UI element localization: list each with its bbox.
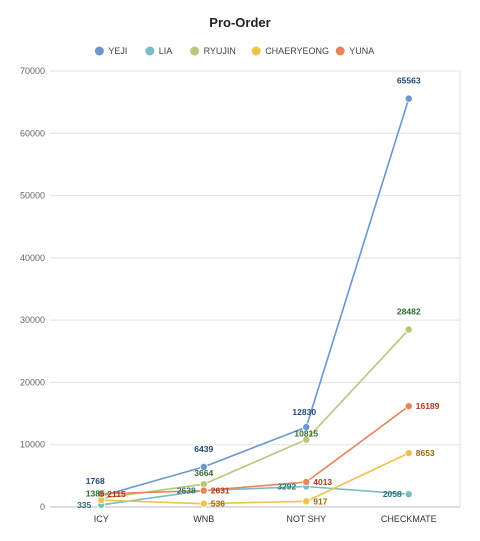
y-tick-label: 40000 xyxy=(20,253,45,263)
data-point-yuna xyxy=(404,402,413,411)
data-labels: 1768 6439 12830 65563 335 2638 3292 2058 1385 366… xyxy=(77,76,440,510)
y-tick-label: 70000 xyxy=(20,66,45,76)
data-point-chaeryeong xyxy=(302,497,311,506)
y-axis: 0 10000 20000 30000 40000 50000 60000 70000 xyxy=(20,66,45,512)
data-label-chaeryeong: 917 xyxy=(313,496,327,506)
data-point-yeji xyxy=(404,94,413,103)
y-tick-label: 60000 xyxy=(20,128,45,138)
series-line-yuna xyxy=(101,405,410,495)
data-label-chaeryeong: 8653 xyxy=(416,448,435,458)
legend-label-ryujin: RYUJIN xyxy=(204,46,236,56)
data-label-ryujin: 10815 xyxy=(294,429,318,439)
legend-marker-lia xyxy=(145,46,155,56)
series-line-ryujin xyxy=(101,329,410,500)
series-line-lia xyxy=(101,485,409,506)
legend-label-yeji: YEJI xyxy=(108,46,127,56)
data-point-chaeryeong xyxy=(199,499,208,508)
data-label-ryujin: 1385 xyxy=(86,488,105,498)
legend-label-lia: LIA xyxy=(159,46,173,56)
series-group xyxy=(97,94,413,509)
legend-marker-ryujin xyxy=(190,46,200,56)
data-label-yuna: 16189 xyxy=(416,401,440,411)
y-tick-label: 10000 xyxy=(20,440,45,450)
y-tick-label: 50000 xyxy=(20,191,45,201)
grid xyxy=(50,70,461,508)
data-label-yeji: 1768 xyxy=(86,476,105,486)
data-label-yuna: 2631 xyxy=(211,486,230,496)
x-axis: ICY WNB NOT SHY CHECKMATE xyxy=(94,514,437,524)
data-label-lia: 2638 xyxy=(177,486,196,496)
x-tick-label: ICY xyxy=(94,514,109,524)
y-tick-label: 0 xyxy=(40,502,45,512)
legend-label-chaeryeong: CHAERYEONG xyxy=(265,46,329,56)
data-point-yeji xyxy=(302,423,311,432)
data-label-yeji: 12830 xyxy=(292,407,316,417)
data-label-yuna: 2115 xyxy=(107,489,126,499)
data-point-ryujin xyxy=(404,325,413,334)
legend-marker-yeji xyxy=(94,46,104,56)
legend-marker-chaeryeong xyxy=(251,46,261,56)
x-tick-label: CHECKMATE xyxy=(381,514,437,524)
legend-marker-yuna xyxy=(335,46,345,56)
x-tick-label: WNB xyxy=(193,514,214,524)
data-label-lia: 3292 xyxy=(277,481,296,491)
series-line-chaeryeong xyxy=(101,452,410,505)
data-label-chaeryeong: 536 xyxy=(211,499,225,509)
x-tick-label: NOT SHY xyxy=(286,514,326,524)
data-label-ryujin: 28482 xyxy=(397,307,421,317)
legend: YEJI LIA RYUJIN CHAERYEONG YUNA xyxy=(94,46,374,56)
legend-label-yuna: YUNA xyxy=(349,46,374,56)
data-point-chaeryeong xyxy=(404,449,413,458)
data-label-ryujin: 3664 xyxy=(194,468,213,478)
chart-title: Pro-Order xyxy=(209,15,270,30)
data-point-ryujin xyxy=(302,435,311,444)
data-point-yuna xyxy=(97,489,106,498)
y-tick-label: 30000 xyxy=(20,315,45,325)
data-label-lia: 335 xyxy=(77,500,91,510)
data-point-yeji xyxy=(199,462,208,471)
data-label-yeji: 6439 xyxy=(194,444,213,454)
data-label-lia: 2058 xyxy=(383,489,402,499)
series-line-yeji xyxy=(101,98,410,497)
data-label-yuna: 4013 xyxy=(313,477,332,487)
data-label-yeji: 65563 xyxy=(397,76,421,86)
data-point-yuna xyxy=(302,478,311,487)
data-point-lia xyxy=(404,490,413,499)
data-point-yuna xyxy=(199,486,208,495)
y-tick-label: 20000 xyxy=(20,377,45,387)
